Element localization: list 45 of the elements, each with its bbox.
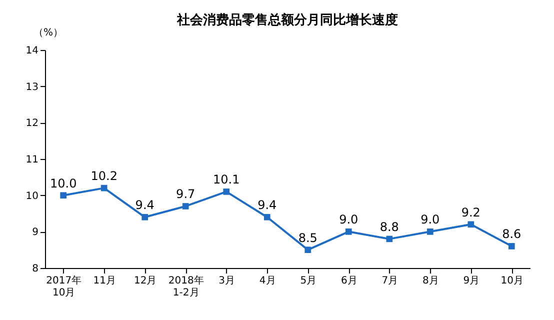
- x-tick-label: 10月: [500, 276, 524, 286]
- y-tick-label: 14: [26, 46, 38, 56]
- data-label: 8.5: [298, 230, 318, 245]
- y-tick-label: 11: [26, 154, 38, 166]
- y-tick-label: 9: [32, 227, 38, 238]
- point: [223, 188, 230, 195]
- data-label: 9.4: [135, 198, 154, 212]
- point: [182, 203, 189, 210]
- x-tick-label: 6月: [340, 276, 358, 286]
- point: [100, 184, 108, 192]
- data-label: 9.0: [420, 212, 440, 227]
- y-axis-title: （%）: [34, 28, 64, 38]
- y-tick-label: 13: [26, 82, 38, 93]
- x-tick-label: 9月: [463, 276, 480, 286]
- y-tick-label: 12: [26, 118, 38, 130]
- data-label: 10.1: [213, 172, 240, 187]
- x-tick-label: 12月: [134, 276, 157, 286]
- y-tick-label: 8: [32, 264, 38, 274]
- point: [264, 214, 270, 220]
- data-label: 10.0: [50, 176, 77, 190]
- point: [508, 243, 515, 250]
- x-tick-label: 5月: [300, 276, 317, 286]
- x-tick-label: 7月: [382, 276, 398, 286]
- chart-title: 社会消费品零售总额分月同比增长速度: [176, 12, 398, 28]
- data-label: 10.2: [90, 169, 118, 184]
- point: [142, 214, 148, 220]
- x-tick-label: 8月: [422, 276, 439, 286]
- x-tick-label: 4月: [259, 276, 276, 286]
- y-tick-label: 10: [26, 190, 38, 202]
- point: [304, 246, 312, 253]
- data-label: 9.4: [258, 198, 277, 212]
- x-tick-label: 2017年 10月: [46, 274, 82, 298]
- data-label: 8.6: [502, 227, 522, 242]
- data-label: 9.7: [176, 187, 196, 202]
- point: [426, 228, 434, 235]
- x-tick-label: 2018年 1-2月: [168, 274, 204, 298]
- point: [468, 221, 474, 228]
- point: [60, 192, 67, 198]
- data-label: 9.2: [461, 205, 480, 220]
- x-tick-label: 3月: [218, 276, 236, 286]
- point: [345, 228, 352, 235]
- x-tick-label: 11月: [93, 276, 116, 286]
- data-label: 9.0: [339, 212, 358, 227]
- data-label: 8.8: [380, 220, 399, 234]
- point: [386, 236, 393, 242]
